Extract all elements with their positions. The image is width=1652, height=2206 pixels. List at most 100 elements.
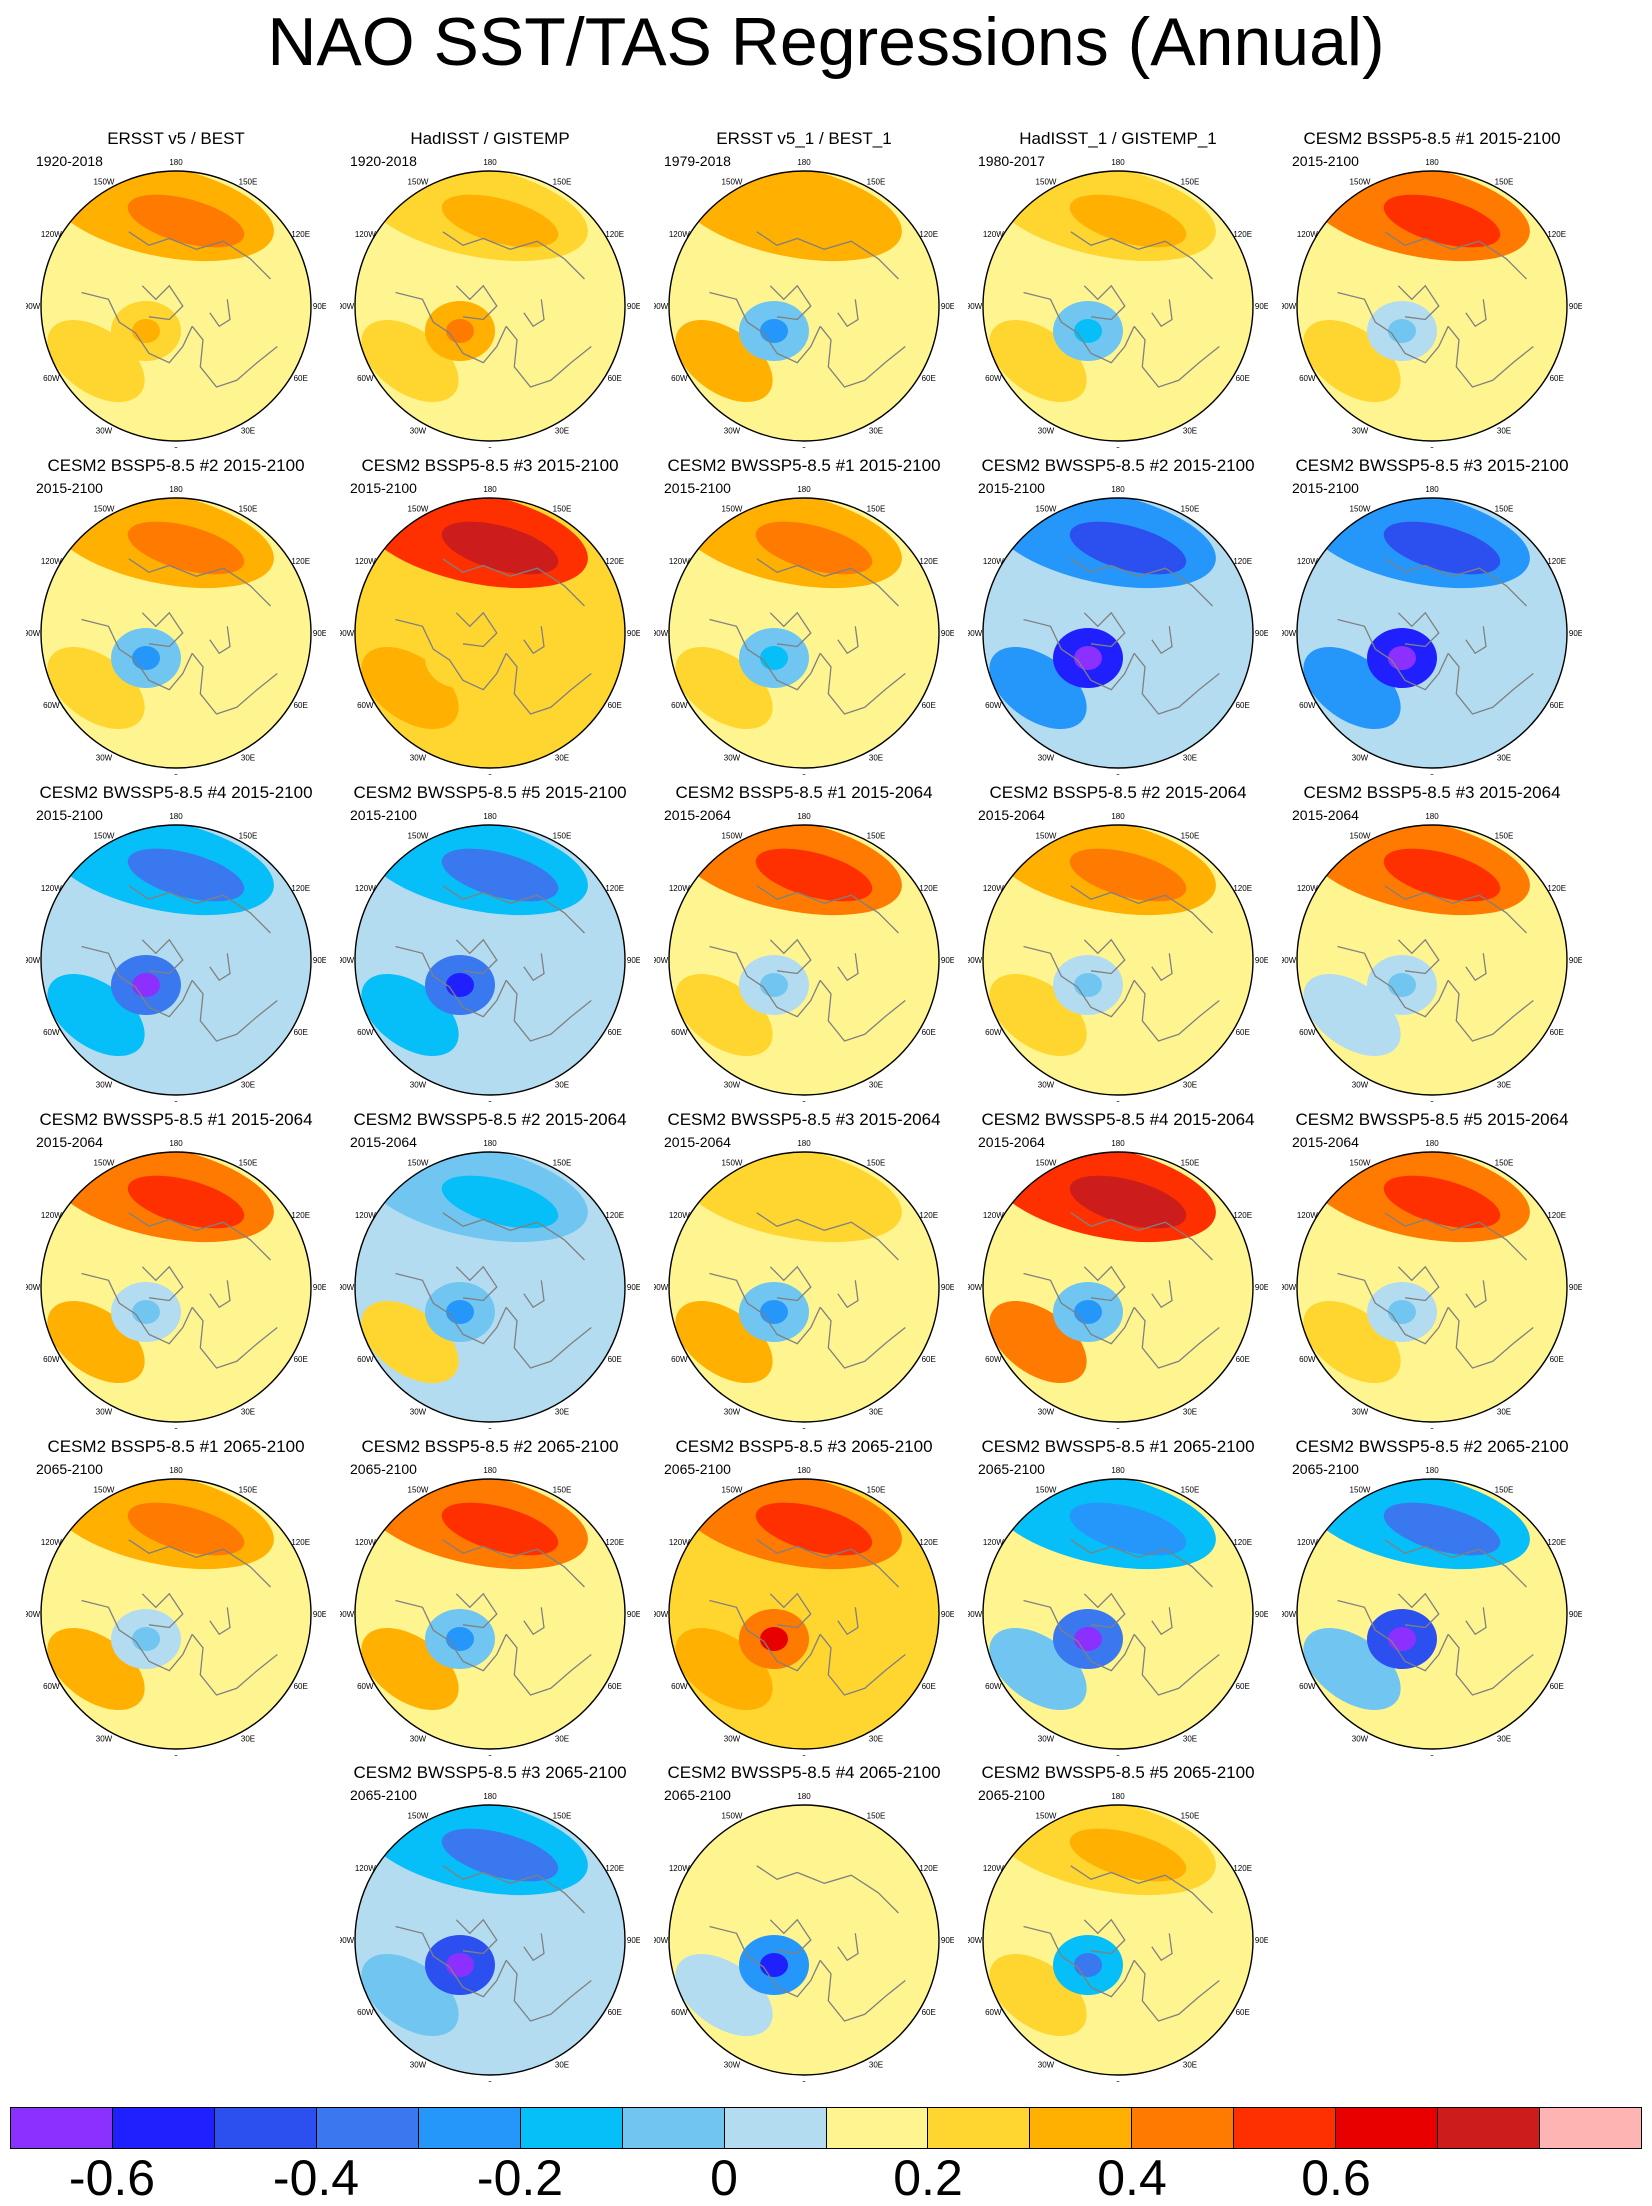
longitude-label: 60E	[608, 1682, 622, 1691]
longitude-label: 90E	[1255, 1283, 1268, 1292]
longitude-label: 30E	[555, 1408, 569, 1417]
longitude-label: 180	[1425, 812, 1439, 821]
longitude-label: 0	[1430, 1427, 1435, 1429]
coastline	[1337, 1272, 1449, 1345]
longitude-label: 150E	[1495, 831, 1514, 840]
longitude-label: 150E	[867, 504, 886, 513]
colorbar-box	[316, 2108, 419, 2148]
longitude-label: 180	[169, 485, 183, 494]
coastline	[191, 1306, 278, 1369]
map-border	[668, 1478, 940, 1750]
polar-map: 180 150E 120E 90E 60E 30E 0 30W 60W 90W 120W 150W	[26, 812, 326, 1102]
map-border	[1296, 1151, 1568, 1423]
pacific-core	[441, 521, 559, 575]
pacific-core	[1069, 521, 1187, 575]
longitude-label: 150W	[1350, 504, 1371, 513]
coastline	[1384, 231, 1527, 280]
longitude-label: 150W	[408, 831, 429, 840]
longitude-label: 90W	[968, 302, 983, 311]
longitude-label: 60E	[1550, 374, 1564, 383]
pacific-core	[1069, 848, 1187, 902]
longitude-label: 120E	[605, 557, 624, 566]
pacific-core	[1069, 1175, 1187, 1229]
coastline	[523, 1933, 545, 1962]
labrador-core	[132, 1300, 160, 1324]
labrador-core	[760, 1953, 788, 1977]
longitude-label: 60W	[985, 1355, 1002, 1364]
pacific-core	[755, 1828, 873, 1882]
map-border	[354, 170, 626, 442]
pacific-core	[755, 1175, 873, 1229]
pacific-core	[755, 848, 873, 902]
coastline	[837, 626, 859, 655]
longitude-label: 150W	[1350, 1158, 1371, 1167]
labrador-core	[1388, 1627, 1416, 1651]
panel-title: CESM2 BWSSP5-8.5 #1 2065-2100	[981, 1437, 1255, 1456]
longitude-label: 180	[169, 812, 183, 821]
coastline	[1384, 558, 1527, 607]
coastline	[1151, 953, 1173, 982]
longitude-label: 150W	[1350, 1485, 1371, 1494]
panel-period: 2015-2100	[36, 807, 103, 823]
longitude-label: 90W	[968, 629, 983, 638]
longitude-label: 30W	[1038, 1081, 1055, 1090]
labrador-core	[1388, 646, 1416, 670]
longitude-label: 30E	[241, 754, 255, 763]
polar-map: 180 150E 120E 90E 60E 30E 0 30W 60W 90W 120W 150W	[654, 812, 954, 1102]
map-panel: 180 150E 120E 90E 60E 30E 0 30W 60W 90W 120W 150W CE…	[26, 455, 326, 775]
longitude-label: 90E	[313, 1610, 326, 1619]
map-border	[354, 497, 626, 769]
longitude-label: 150E	[1181, 1158, 1200, 1167]
colorbar-label: 0.2	[893, 2150, 963, 2206]
polar-map: 180 150E 120E 90E 60E 30E 0 30W 60W 90W 120W 150W	[340, 485, 640, 775]
coastline	[395, 1272, 507, 1345]
longitude-label: 0	[174, 1100, 179, 1102]
map-border	[40, 1151, 312, 1423]
longitude-label: 120E	[1547, 230, 1566, 239]
longitude-label: 150W	[1036, 831, 1057, 840]
colorbar-box	[1030, 2108, 1133, 2148]
longitude-label: 150E	[1495, 1158, 1514, 1167]
panel-period: 2015-2100	[350, 807, 417, 823]
longitude-label: 120E	[1233, 557, 1252, 566]
panel-period: 2015-2100	[36, 480, 103, 496]
longitude-label: 150E	[1495, 504, 1514, 513]
longitude-label: 120W	[1297, 230, 1318, 239]
map-panel: 180 150E 120E 90E 60E 30E 0 30W 60W 90W 120W 150W CE…	[1282, 128, 1582, 448]
map-panel: 180 150E 120E 90E 60E 30E 0 30W 60W 90W 120W 150W CE…	[26, 1436, 326, 1756]
labrador-core	[446, 646, 474, 670]
longitude-label: 180	[1111, 485, 1125, 494]
longitude-label: 60E	[294, 1028, 308, 1037]
longitude-label: 60E	[922, 701, 936, 710]
coastline	[769, 1592, 812, 1629]
panel-period: 2015-2100	[1292, 153, 1359, 169]
coastline	[756, 1212, 899, 1261]
coastline	[709, 1272, 821, 1345]
coastline	[769, 938, 812, 975]
longitude-label: 30W	[96, 1735, 113, 1744]
longitude-label: 180	[1425, 1139, 1439, 1148]
longitude-label: 150W	[1350, 177, 1371, 186]
pacific-core	[127, 1175, 245, 1229]
longitude-label: 120W	[983, 230, 1004, 239]
panel-period: 1980-2017	[978, 153, 1045, 169]
longitude-label: 180	[1425, 158, 1439, 167]
longitude-label: 0	[802, 1427, 807, 1429]
longitude-label: 30E	[1497, 1735, 1511, 1744]
longitude-label: 90E	[627, 1610, 640, 1619]
coastline	[128, 1212, 271, 1261]
longitude-label: 180	[483, 1466, 497, 1475]
coastline	[1465, 1607, 1487, 1636]
longitude-label: 120W	[983, 1211, 1004, 1220]
longitude-label: 120W	[669, 1538, 690, 1547]
panel-title: CESM2 BSSP5-8.5 #1 2015-2100	[1303, 129, 1561, 148]
longitude-label: 60W	[671, 1355, 688, 1364]
longitude-label: 60E	[1236, 1355, 1250, 1364]
coastline	[209, 953, 231, 982]
polar-map: 180 150E 120E 90E 60E 30E 0 30W 60W 90W 120W 150W	[968, 812, 1268, 1102]
longitude-label: 30W	[1038, 2061, 1055, 2070]
longitude-label: 0	[1430, 446, 1435, 448]
longitude-label: 0	[174, 446, 179, 448]
longitude-label: 90W	[340, 1936, 355, 1945]
panel-title: CESM2 BSSP5-8.5 #3 2015-2064	[1303, 783, 1561, 802]
